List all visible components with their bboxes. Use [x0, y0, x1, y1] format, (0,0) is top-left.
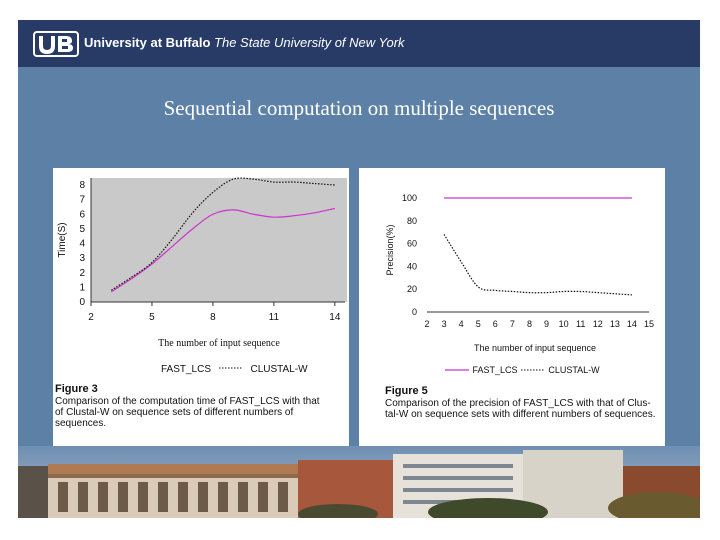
y-tick-label: 6	[79, 209, 85, 220]
x-tick-label: 9	[544, 319, 549, 329]
y-tick-label: 60	[407, 239, 417, 249]
y-tick-label: 7	[79, 195, 85, 206]
figure-5-caption-title: Figure 5	[385, 385, 428, 397]
x-axis-label: The number of input sequence	[474, 343, 596, 353]
x-tick-label: 11	[269, 312, 280, 323]
header-banner: University at Buffalo The State Universi…	[18, 20, 700, 67]
x-tick-label: 11	[576, 319, 585, 329]
y-axis-label: Precision(%)	[385, 224, 395, 275]
x-tick-label: 15	[644, 319, 654, 329]
figure-5-caption: Figure 5 Comparison of the precision of …	[385, 385, 663, 421]
figure-3-panel: Time(S) The number of input sequence FAS…	[53, 168, 349, 446]
x-tick-label: 2	[88, 312, 94, 323]
legend-label-clustal-w: CLUSTAL-W	[250, 364, 308, 375]
y-tick-label: 100	[402, 193, 417, 203]
y-tick-label: 80	[407, 216, 417, 226]
slide-title: Sequential computation on multiple seque…	[163, 96, 555, 120]
figure-5-caption-line: Comparison of the precision of FAST_LCS …	[385, 398, 651, 409]
series-line-clustal-w	[443, 234, 632, 296]
x-tick-label: 4	[459, 319, 464, 329]
y-tick-label: 20	[407, 284, 417, 294]
figure-3-caption-line: sequences.	[55, 418, 107, 429]
y-axis-label: Time(S)	[57, 222, 68, 257]
figure-3-chart: Time(S) The number of input sequence FAS…	[57, 177, 347, 375]
university-subtitle: The State University of New York	[214, 35, 405, 50]
x-tick-label: 3	[442, 319, 447, 329]
y-tick-label: 0	[79, 297, 85, 308]
figure-5-caption-line: tal-W on sequence sets with different nu…	[385, 409, 656, 420]
x-tick-label: 2	[424, 319, 429, 329]
ub-logo-mark	[33, 31, 79, 57]
y-tick-label: 4	[79, 239, 85, 250]
y-tick-label: 2	[79, 268, 85, 279]
campus-photo	[18, 446, 700, 518]
figure-3-caption-title: Figure 3	[55, 383, 98, 395]
x-tick-label: 10	[559, 319, 569, 329]
plot-area	[91, 178, 347, 302]
legend-label-fast-lcs: FAST_LCS	[161, 364, 211, 375]
legend-label-fast-lcs: FAST_LCS	[472, 365, 517, 375]
x-tick-label: 7	[510, 319, 515, 329]
y-tick-label: 8	[79, 180, 85, 191]
y-tick-label: 40	[407, 261, 417, 271]
x-tick-label: 5	[149, 312, 155, 323]
y-tick-label: 0	[412, 307, 417, 317]
y-tick-label: 3	[79, 253, 85, 264]
x-tick-label: 6	[493, 319, 498, 329]
y-tick-label: 1	[79, 282, 85, 293]
x-tick-label: 12	[593, 319, 603, 329]
figure-5-chart: Precision(%) The number of input sequenc…	[385, 193, 654, 375]
slide: University at Buffalo The State Universi…	[18, 20, 700, 518]
legend-label-clustal-w: CLUSTAL-W	[548, 365, 600, 375]
series-line-fast-lcs	[110, 207, 335, 293]
logo-text: University at Buffalo The State Universi…	[84, 35, 405, 50]
x-tick-label: 5	[476, 319, 481, 329]
figure-3-caption-line: of Clustal-W on sequence sets of differe…	[55, 407, 294, 418]
y-tick-label: 5	[79, 224, 85, 235]
university-name: University at Buffalo	[84, 35, 211, 50]
x-tick-label: 13	[610, 319, 620, 329]
x-tick-label: 14	[627, 319, 637, 329]
x-tick-label: 8	[210, 312, 216, 323]
x-tick-label: 14	[329, 312, 341, 323]
figure-3-caption-line: Comparison of the computation time of FA…	[55, 396, 320, 407]
figure-5-panel: Precision(%) The number of input sequenc…	[359, 168, 665, 446]
figure-3-caption: Figure 3 Comparison of the computation t…	[55, 383, 349, 430]
x-axis-label: The number of input sequence	[158, 338, 280, 349]
x-tick-label: 8	[527, 319, 532, 329]
